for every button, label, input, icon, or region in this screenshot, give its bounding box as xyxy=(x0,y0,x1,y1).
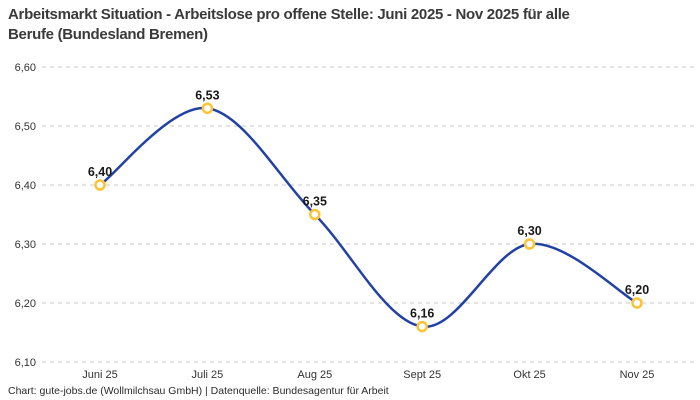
data-point-label: 6,35 xyxy=(303,195,327,209)
x-axis-tick-label: Sept 25 xyxy=(403,369,441,381)
y-axis-tick-label: 6,10 xyxy=(15,357,36,369)
data-point-marker xyxy=(631,297,643,309)
data-point-label: 6,40 xyxy=(88,165,112,179)
data-point-label: 6,30 xyxy=(517,224,541,238)
data-line xyxy=(98,107,639,328)
x-axis-tick-label: Juni 25 xyxy=(82,369,117,381)
data-point-marker xyxy=(201,102,214,115)
data-point-label: 6,16 xyxy=(410,307,434,321)
x-axis-tick-label: Juli 25 xyxy=(192,369,224,381)
line-chart: 6,60 6,50 6,40 6,30 6,20 6,10 Juni 25 Juli 25 Au… xyxy=(15,62,698,381)
data-point-marker xyxy=(94,179,106,191)
x-axis-tick-label: Nov 25 xyxy=(620,369,655,381)
data-point-marker xyxy=(416,320,428,333)
y-axis-tick-label: 6,60 xyxy=(15,62,36,74)
data-point-marker xyxy=(309,208,321,221)
y-axis-tick-label: 6,20 xyxy=(15,298,36,310)
data-point-marker xyxy=(523,238,536,250)
y-axis-tick-label: 6,50 xyxy=(15,121,36,133)
y-axis-tick-label: 6,40 xyxy=(15,180,36,192)
x-axis-tick-label: Okt 25 xyxy=(513,369,545,381)
data-point-label: 6,53 xyxy=(195,88,219,102)
x-axis-tick-label: Aug 25 xyxy=(297,369,332,381)
chart-source-credit: Chart: gute-jobs.de (Wollmilchsau GmbH) … xyxy=(8,385,389,397)
y-axis-tick-label: 6,30 xyxy=(15,239,36,251)
chart-title: Arbeitsmarkt Situation - Arbeitslose pro… xyxy=(8,6,570,43)
data-point-label: 6,20 xyxy=(625,283,649,297)
